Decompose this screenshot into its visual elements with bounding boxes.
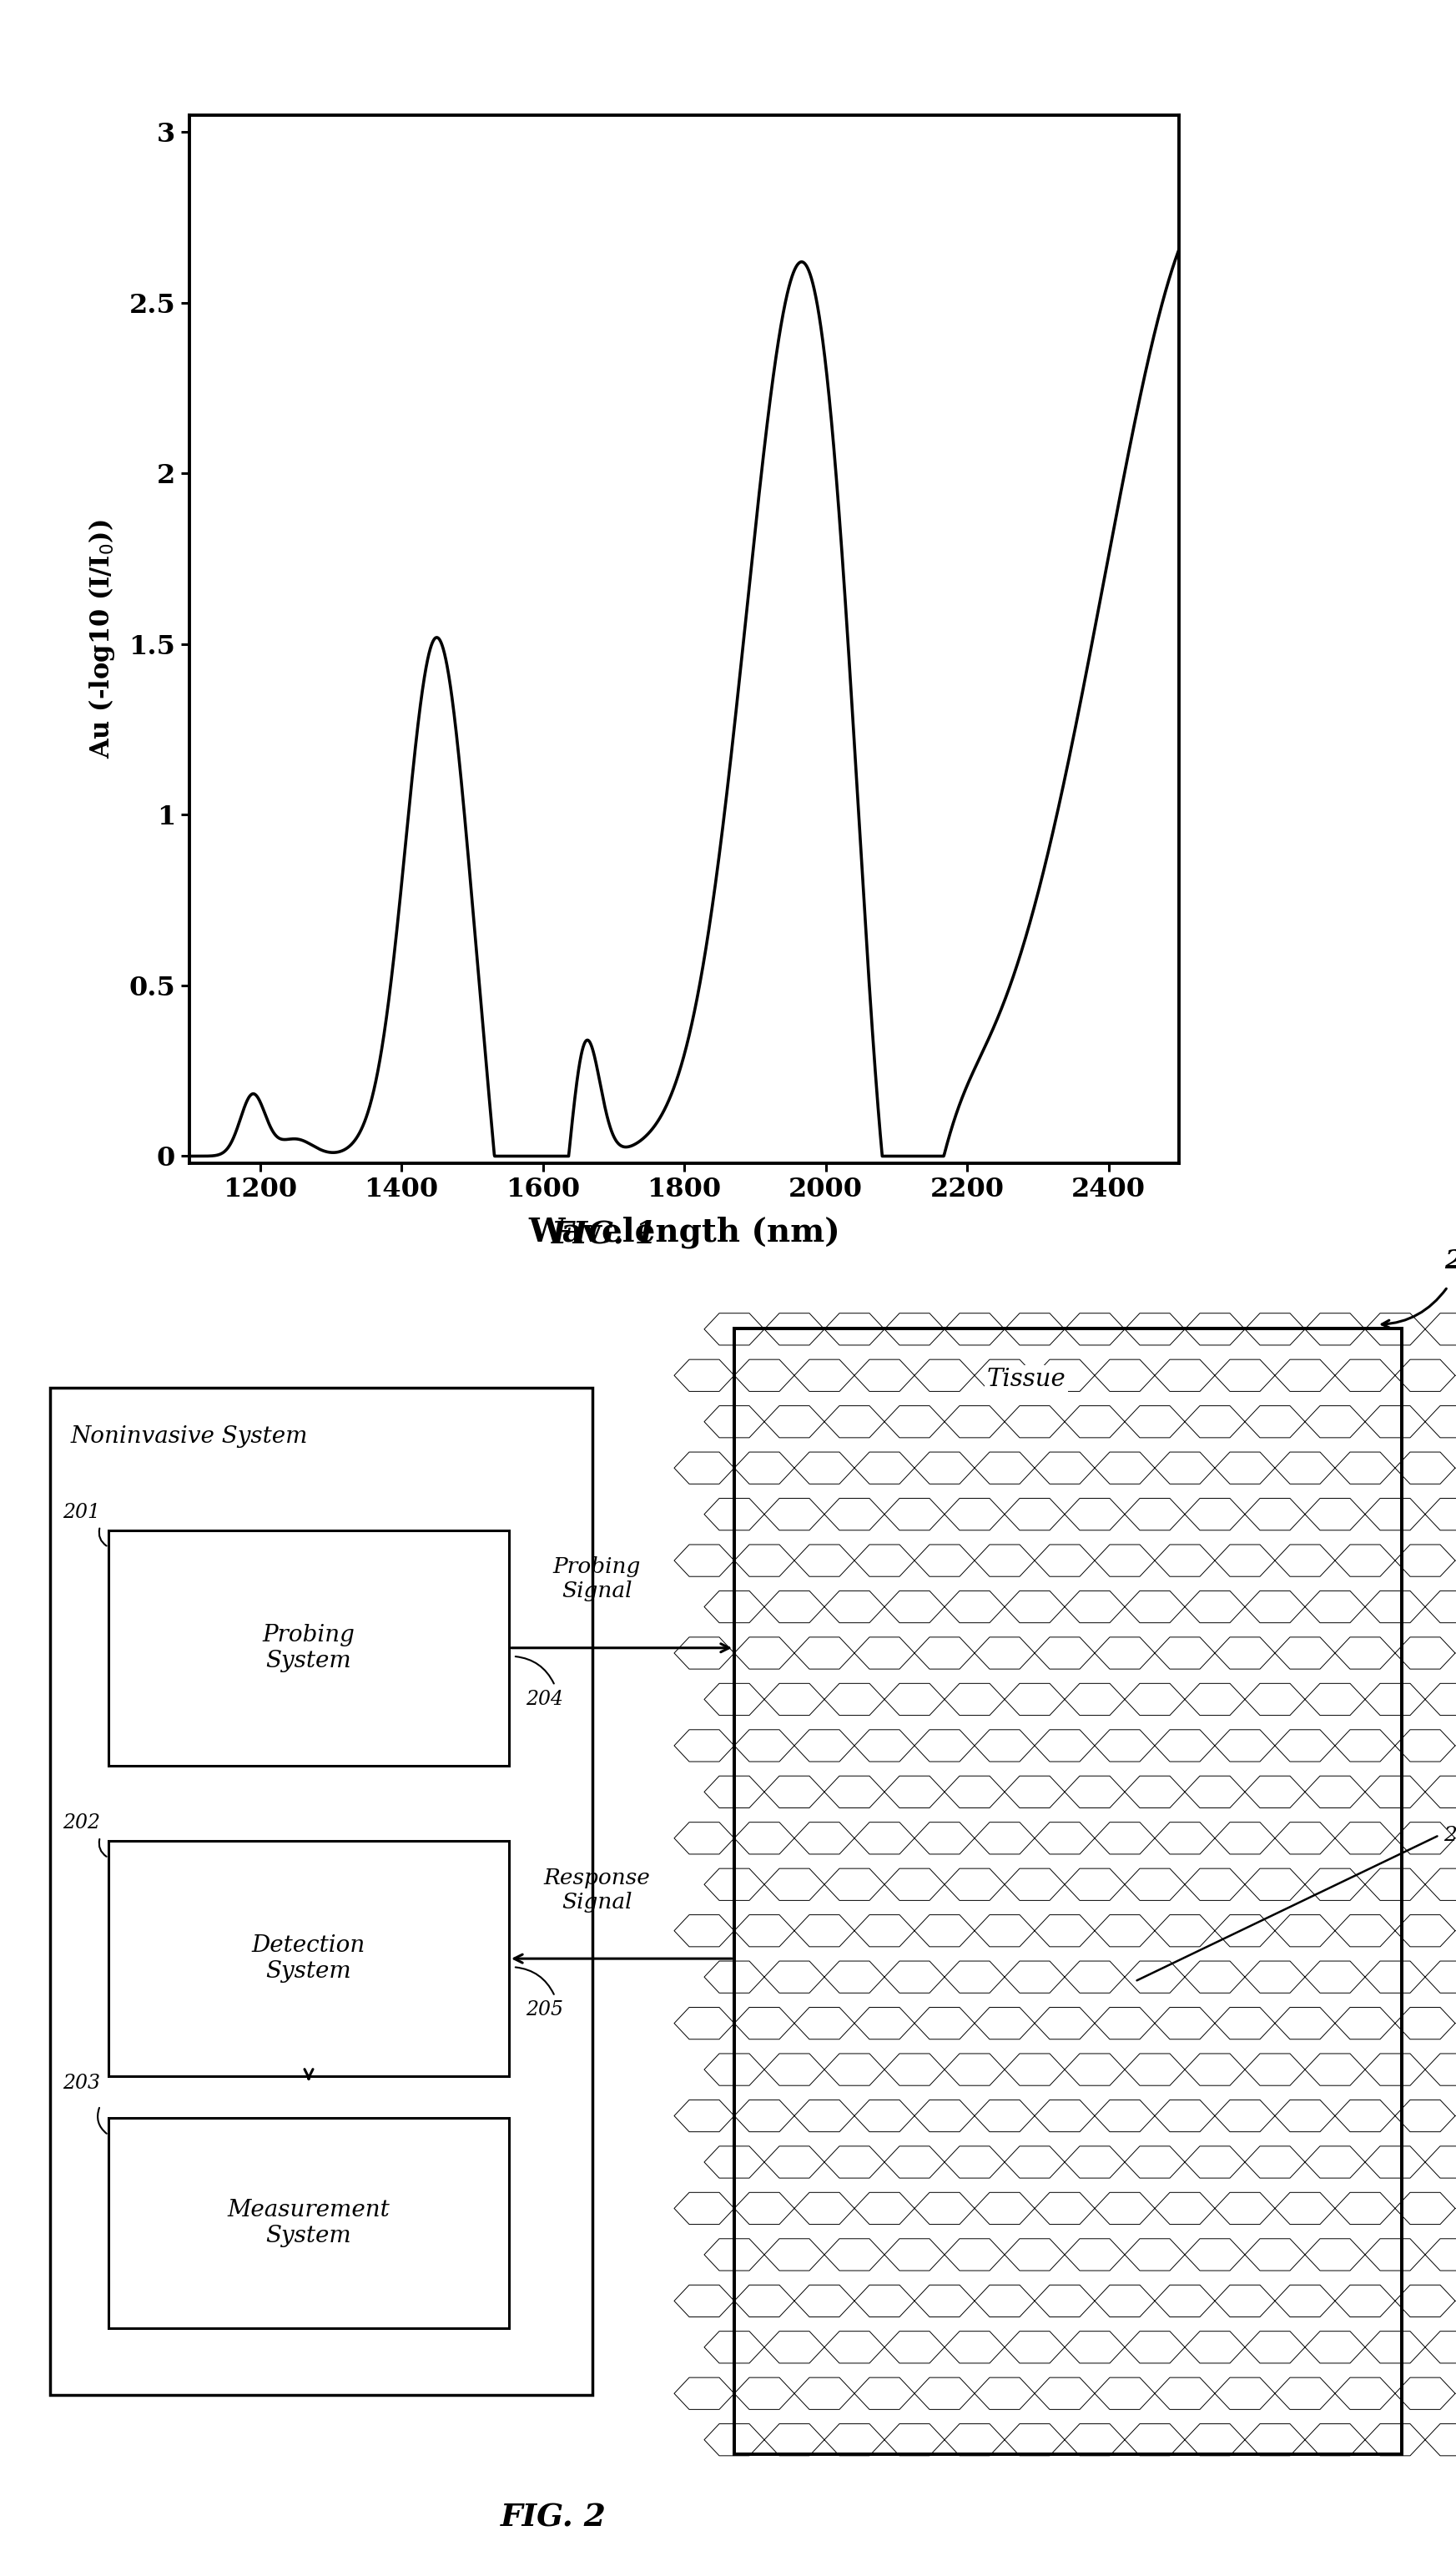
Text: FIG. 2: FIG. 2	[501, 2502, 606, 2533]
Text: 206: 206	[1443, 1825, 1456, 1845]
Text: 202: 202	[63, 1812, 100, 1833]
Text: 203: 203	[63, 2073, 100, 2093]
Bar	[734, 1329, 1402, 2454]
X-axis label: Wavelength (nm): Wavelength (nm)	[529, 1217, 840, 1250]
Bar	[108, 1840, 510, 2075]
Text: 200: 200	[1444, 1250, 1456, 1275]
Y-axis label: Au (-log10 (I/I$_0$)): Au (-log10 (I/I$_0$))	[87, 519, 116, 759]
Bar	[734, 1329, 1402, 2454]
Text: Probing
System: Probing System	[262, 1623, 355, 1672]
Text: 204: 204	[526, 1690, 563, 1710]
Bar	[108, 1531, 510, 1766]
Bar	[108, 2119, 510, 2329]
Text: 201: 201	[63, 1503, 100, 1521]
Text: Probing
Signal: Probing Signal	[553, 1557, 641, 1603]
Text: Tissue: Tissue	[987, 1367, 1066, 1390]
Text: Measurement
System: Measurement System	[227, 2198, 390, 2247]
Text: Detection
System: Detection System	[252, 1935, 365, 1983]
Text: FIG. 1: FIG. 1	[552, 1219, 657, 1250]
Text: Response
Signal: Response Signal	[543, 1868, 649, 1912]
Text: Noninvasive System: Noninvasive System	[71, 1426, 309, 1447]
Bar	[50, 1388, 593, 2395]
Text: 205: 205	[526, 2001, 563, 2019]
